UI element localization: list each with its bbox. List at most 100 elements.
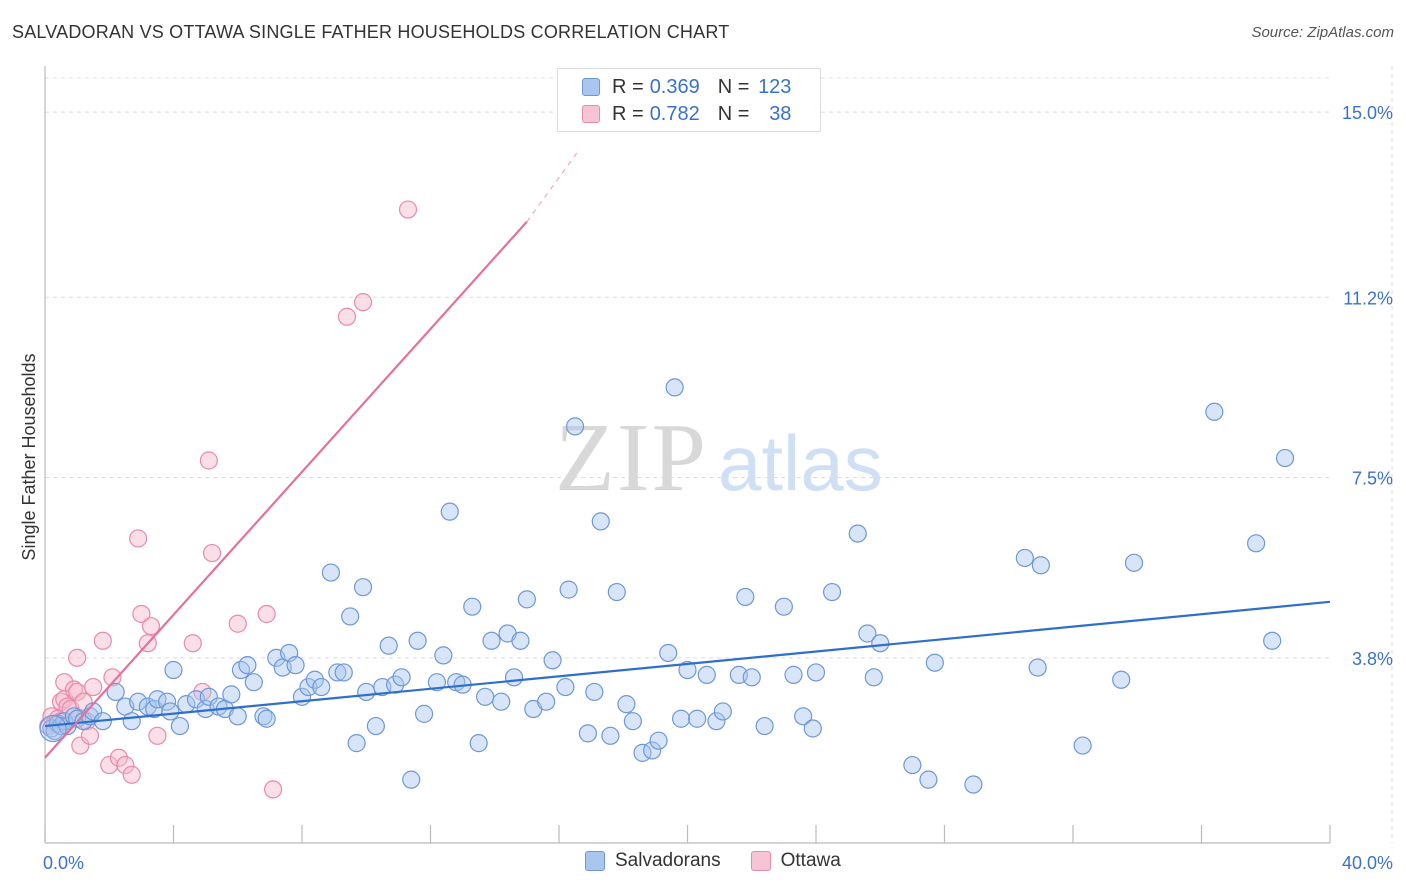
data-point-salvadorans bbox=[803, 719, 822, 738]
data-point-salvadorans bbox=[858, 624, 877, 643]
legend-item-salvadorans: Salvadorans bbox=[585, 850, 721, 872]
data-point-salvadorans bbox=[713, 702, 732, 721]
data-point-salvadorans bbox=[299, 677, 318, 697]
legend-row-ottawa: R = 0.782 N = 38 bbox=[582, 102, 791, 126]
data-point-salvadorans bbox=[463, 597, 482, 616]
legend-n-value: 38 bbox=[769, 102, 792, 125]
data-point-salvadorans bbox=[222, 685, 241, 704]
data-point-salvadorans-cluster bbox=[39, 714, 67, 743]
data-point-salvadorans bbox=[678, 660, 697, 680]
data-point-salvadorans bbox=[392, 668, 411, 687]
data-point-ottawa bbox=[100, 755, 119, 775]
data-point-salvadorans bbox=[257, 709, 276, 728]
legend-n-label: N = bbox=[717, 75, 750, 98]
data-point-salvadorans bbox=[122, 712, 141, 731]
data-point-salvadorans bbox=[504, 668, 524, 687]
data-point-salvadorans bbox=[1124, 553, 1144, 572]
data-point-salvadorans bbox=[1031, 556, 1050, 575]
data-point-ottawa bbox=[183, 634, 202, 653]
data-point-salvadorans bbox=[784, 665, 803, 684]
data-point-salvadorans bbox=[623, 712, 642, 731]
data-point-salvadorans bbox=[238, 656, 257, 675]
data-point-ottawa bbox=[398, 200, 418, 219]
data-point-salvadorans bbox=[607, 582, 626, 602]
data-point-salvadorans bbox=[469, 734, 488, 753]
legend-swatch-blue bbox=[582, 78, 600, 96]
data-point-salvadorans bbox=[357, 682, 376, 702]
legend-swatch-pink bbox=[750, 851, 771, 871]
y-tick-label: 7.5% bbox=[1352, 469, 1393, 489]
data-point-ottawa bbox=[129, 529, 148, 548]
label-layer: 3.8% 7.5% 11.2% 15.0% 0.0% 40.0% Single Father… bbox=[19, 103, 1393, 873]
data-point-salvadorans bbox=[106, 682, 125, 702]
trend-line-ottawa-extension bbox=[526, 150, 579, 223]
data-point-ottawa bbox=[93, 631, 112, 650]
correlation-legend: R = 0.369 N = 123 R = 0.782 N = 38 bbox=[557, 68, 821, 132]
data-point-salvadorans bbox=[697, 665, 716, 684]
data-point-ottawa bbox=[353, 293, 373, 312]
data-point-ottawa bbox=[71, 736, 90, 755]
data-point-salvadorans bbox=[707, 712, 726, 731]
data-point-salvadorans bbox=[161, 702, 180, 721]
data-point-salvadorans bbox=[1112, 670, 1131, 689]
data-point-ottawa bbox=[202, 543, 222, 563]
watermark-atlas: atlas bbox=[718, 419, 883, 507]
data-point-salvadorans bbox=[919, 770, 938, 789]
data-point-salvadorans bbox=[199, 687, 218, 706]
data-point-salvadorans bbox=[328, 663, 347, 682]
data-point-salvadorans bbox=[543, 651, 562, 670]
x-tick-label-max: 40.0% bbox=[1342, 853, 1393, 873]
trend-line-salvadorans bbox=[44, 600, 1331, 728]
data-point-salvadorans bbox=[964, 775, 983, 794]
data-point-salvadorans bbox=[286, 656, 305, 675]
data-point-salvadorans bbox=[440, 502, 459, 521]
data-point-salvadorans bbox=[476, 687, 495, 706]
data-point-ottawa bbox=[199, 451, 218, 470]
data-point-salvadorans bbox=[434, 646, 453, 665]
axis-layer bbox=[44, 66, 1331, 844]
data-point-salvadorans bbox=[1263, 631, 1282, 650]
legend-item-ottawa: Ottawa bbox=[750, 850, 841, 872]
data-point-ottawa bbox=[228, 614, 247, 633]
data-point-salvadorans bbox=[591, 512, 610, 531]
legend-swatch-pink bbox=[582, 105, 600, 123]
legend-r-label: R = bbox=[612, 102, 644, 125]
data-point-salvadorans bbox=[925, 653, 944, 672]
trend-line-ottawa bbox=[44, 221, 528, 759]
data-point-ottawa bbox=[64, 680, 84, 699]
watermark-zip: ZIP bbox=[555, 404, 708, 512]
data-point-salvadorans bbox=[482, 631, 501, 650]
legend-n-value: 123 bbox=[758, 75, 792, 98]
data-point-salvadorans bbox=[1073, 736, 1092, 755]
data-point-salvadorans bbox=[492, 692, 511, 711]
data-point-salvadorans bbox=[671, 709, 691, 728]
data-point-salvadorans bbox=[341, 607, 360, 626]
legend-r-value: 0.369 bbox=[649, 75, 700, 98]
data-point-salvadorans bbox=[129, 692, 148, 711]
data-point-salvadorans bbox=[379, 636, 398, 655]
data-point-ottawa bbox=[116, 755, 135, 775]
data-point-salvadorans bbox=[1028, 658, 1047, 677]
data-point-salvadorans bbox=[659, 643, 678, 663]
data-point-salvadorans bbox=[353, 578, 373, 597]
data-point-salvadorans bbox=[643, 741, 662, 760]
data-point-salvadorans bbox=[511, 631, 530, 650]
legend-label-ottawa: Ottawa bbox=[780, 850, 841, 871]
data-point-ottawa bbox=[141, 617, 161, 636]
legend-r-value: 0.782 bbox=[649, 102, 700, 125]
data-point-salvadorans bbox=[864, 668, 883, 687]
data-point-salvadorans bbox=[578, 724, 598, 743]
data-point-salvadorans bbox=[559, 580, 578, 599]
data-point-salvadorans bbox=[334, 663, 353, 682]
data-point-salvadorans bbox=[244, 673, 263, 692]
data-point-ottawa bbox=[337, 307, 357, 326]
points-salvadorans bbox=[39, 378, 1295, 794]
data-point-salvadorans bbox=[517, 590, 536, 609]
legend-n-label: N = bbox=[717, 102, 750, 125]
data-point-ottawa bbox=[122, 765, 141, 784]
data-point-ottawa bbox=[109, 748, 128, 767]
data-point-salvadorans bbox=[164, 660, 183, 680]
data-point-ottawa bbox=[68, 648, 87, 667]
trend-layer bbox=[44, 150, 1331, 759]
legend-row-salvadorans: R = 0.369 N = 123 bbox=[582, 75, 791, 99]
